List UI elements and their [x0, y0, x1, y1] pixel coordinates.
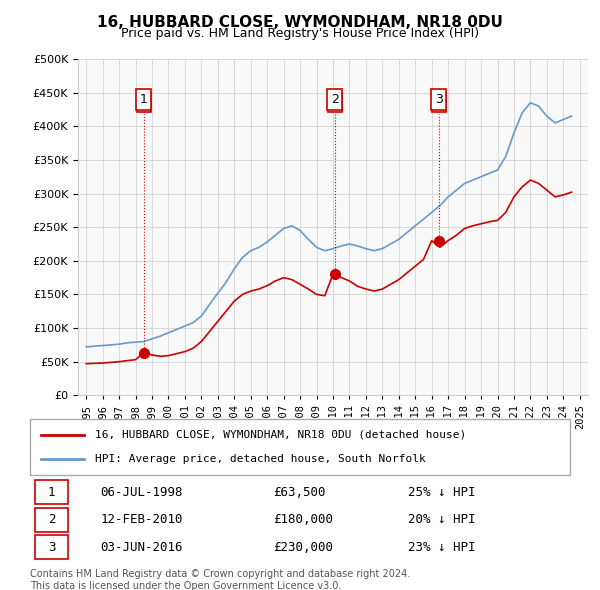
Text: Contains HM Land Registry data © Crown copyright and database right 2024.
This d: Contains HM Land Registry data © Crown c… [30, 569, 410, 590]
Text: Price paid vs. HM Land Registry's House Price Index (HPI): Price paid vs. HM Land Registry's House … [121, 27, 479, 40]
Text: 3: 3 [434, 93, 443, 106]
Text: 25% ↓ HPI: 25% ↓ HPI [408, 486, 476, 499]
Text: £180,000: £180,000 [273, 513, 333, 526]
Text: 3: 3 [434, 96, 443, 109]
FancyBboxPatch shape [35, 508, 68, 532]
Text: 2: 2 [331, 93, 338, 106]
FancyBboxPatch shape [35, 480, 68, 504]
FancyBboxPatch shape [35, 535, 68, 559]
Text: 3: 3 [48, 540, 55, 553]
Text: 23% ↓ HPI: 23% ↓ HPI [408, 540, 476, 553]
Text: 16, HUBBARD CLOSE, WYMONDHAM, NR18 0DU (detached house): 16, HUBBARD CLOSE, WYMONDHAM, NR18 0DU (… [95, 430, 466, 440]
FancyBboxPatch shape [30, 419, 570, 475]
Text: 16, HUBBARD CLOSE, WYMONDHAM, NR18 0DU: 16, HUBBARD CLOSE, WYMONDHAM, NR18 0DU [97, 15, 503, 30]
Text: £230,000: £230,000 [273, 540, 333, 553]
Text: 1: 1 [48, 486, 55, 499]
Text: 03-JUN-2016: 03-JUN-2016 [100, 540, 182, 553]
Text: 1: 1 [140, 93, 148, 106]
Text: 12-FEB-2010: 12-FEB-2010 [100, 513, 182, 526]
Text: HPI: Average price, detached house, South Norfolk: HPI: Average price, detached house, Sout… [95, 454, 425, 464]
Text: 2: 2 [48, 513, 55, 526]
Text: 1: 1 [140, 96, 148, 109]
Text: 20% ↓ HPI: 20% ↓ HPI [408, 513, 476, 526]
Text: 06-JUL-1998: 06-JUL-1998 [100, 486, 182, 499]
Text: 2: 2 [331, 96, 338, 109]
Text: £63,500: £63,500 [273, 486, 325, 499]
